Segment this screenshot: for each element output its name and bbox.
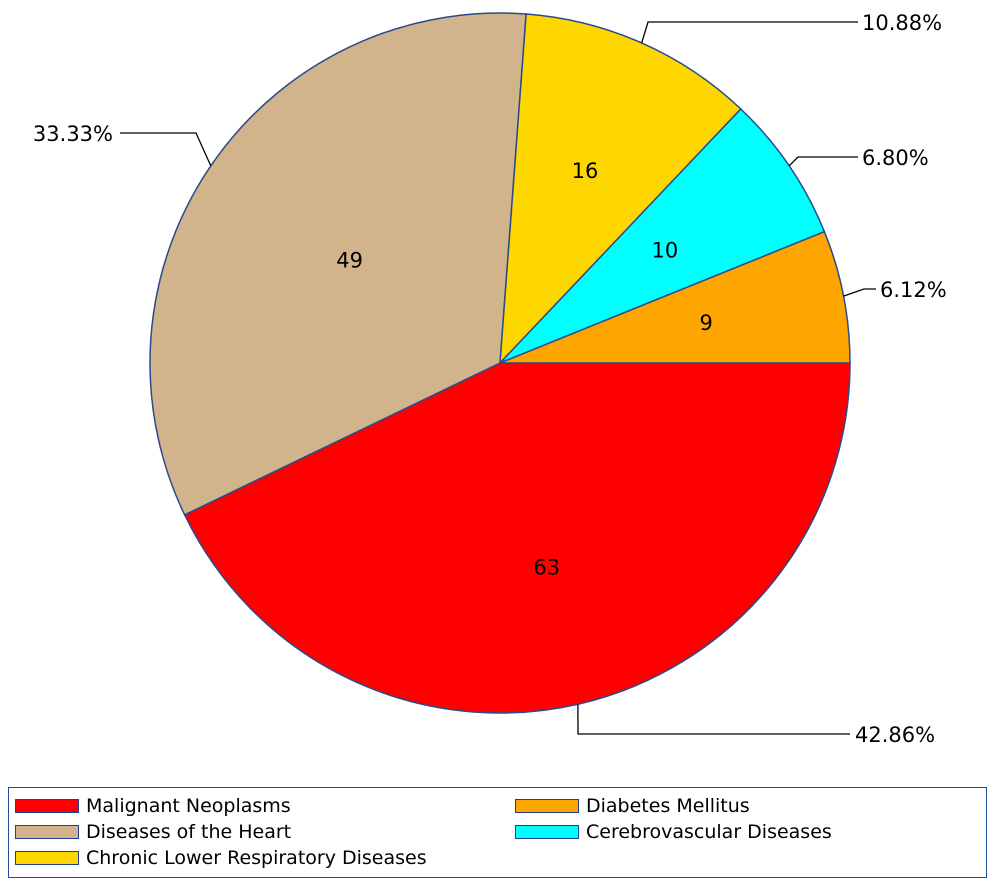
leader-line	[641, 21, 858, 44]
slice-percent-label: 33.33%	[33, 122, 113, 146]
legend-swatch	[515, 825, 579, 839]
legend-label: Diseases of the Heart	[86, 821, 292, 843]
leader-line	[843, 288, 876, 297]
legend-swatch	[15, 799, 79, 813]
slice-value-label: 10	[651, 239, 678, 263]
slice-percent-label: 10.88%	[862, 11, 942, 35]
legend-item-chronic-lower-respiratory-diseases: Chronic Lower Respiratory Diseases	[15, 846, 427, 870]
legend-label: Diabetes Mellitus	[586, 795, 750, 817]
pie-slice-diabetes-mellitus	[499, 230, 851, 364]
chart-legend: Malignant Neoplasms Diseases of the Hear…	[8, 787, 987, 878]
slice-value-label: 16	[572, 159, 599, 183]
legend-label: Cerebrovascular Diseases	[586, 821, 832, 843]
legend-swatch	[15, 825, 79, 839]
leader-line	[577, 704, 850, 735]
pie-slices	[149, 12, 851, 714]
legend-item-cerebrovascular-diseases: Cerebrovascular Diseases	[515, 820, 832, 844]
legend-swatch	[515, 799, 579, 813]
legend-label: Malignant Neoplasms	[86, 795, 291, 817]
pie-slice-cerebrovascular-diseases	[499, 107, 826, 364]
slice-percent-label: 42.86%	[855, 723, 935, 747]
legend-item-diabetes-mellitus: Diabetes Mellitus	[515, 794, 750, 818]
slice-value-label: 9	[699, 311, 712, 335]
slice-labels: 63 42.86% 49 33.33% 16 10.88% 10 6.80% 9 6.12%	[33, 11, 947, 747]
slice-value-label: 49	[336, 248, 363, 272]
slice-percent-label: 6.80%	[862, 146, 929, 170]
pie-slice-chronic-lower-respiratory-diseases	[499, 13, 742, 366]
legend-label: Chronic Lower Respiratory Diseases	[86, 847, 427, 869]
leader-line	[788, 156, 858, 167]
slice-percent-label: 6.12%	[880, 278, 947, 302]
legend-item-malignant-neoplasms: Malignant Neoplasms	[15, 794, 291, 818]
pie-chart: 63 42.86% 49 33.33% 16 10.88% 10 6.80% 9 6.12%	[33, 11, 947, 747]
legend-swatch	[15, 851, 79, 865]
slice-value-label: 63	[533, 556, 560, 580]
leader-lines	[120, 21, 876, 735]
leader-line	[120, 132, 212, 167]
pie-slice-malignant-neoplasms	[183, 362, 851, 714]
legend-item-diseases-of-the-heart: Diseases of the Heart	[15, 820, 291, 844]
